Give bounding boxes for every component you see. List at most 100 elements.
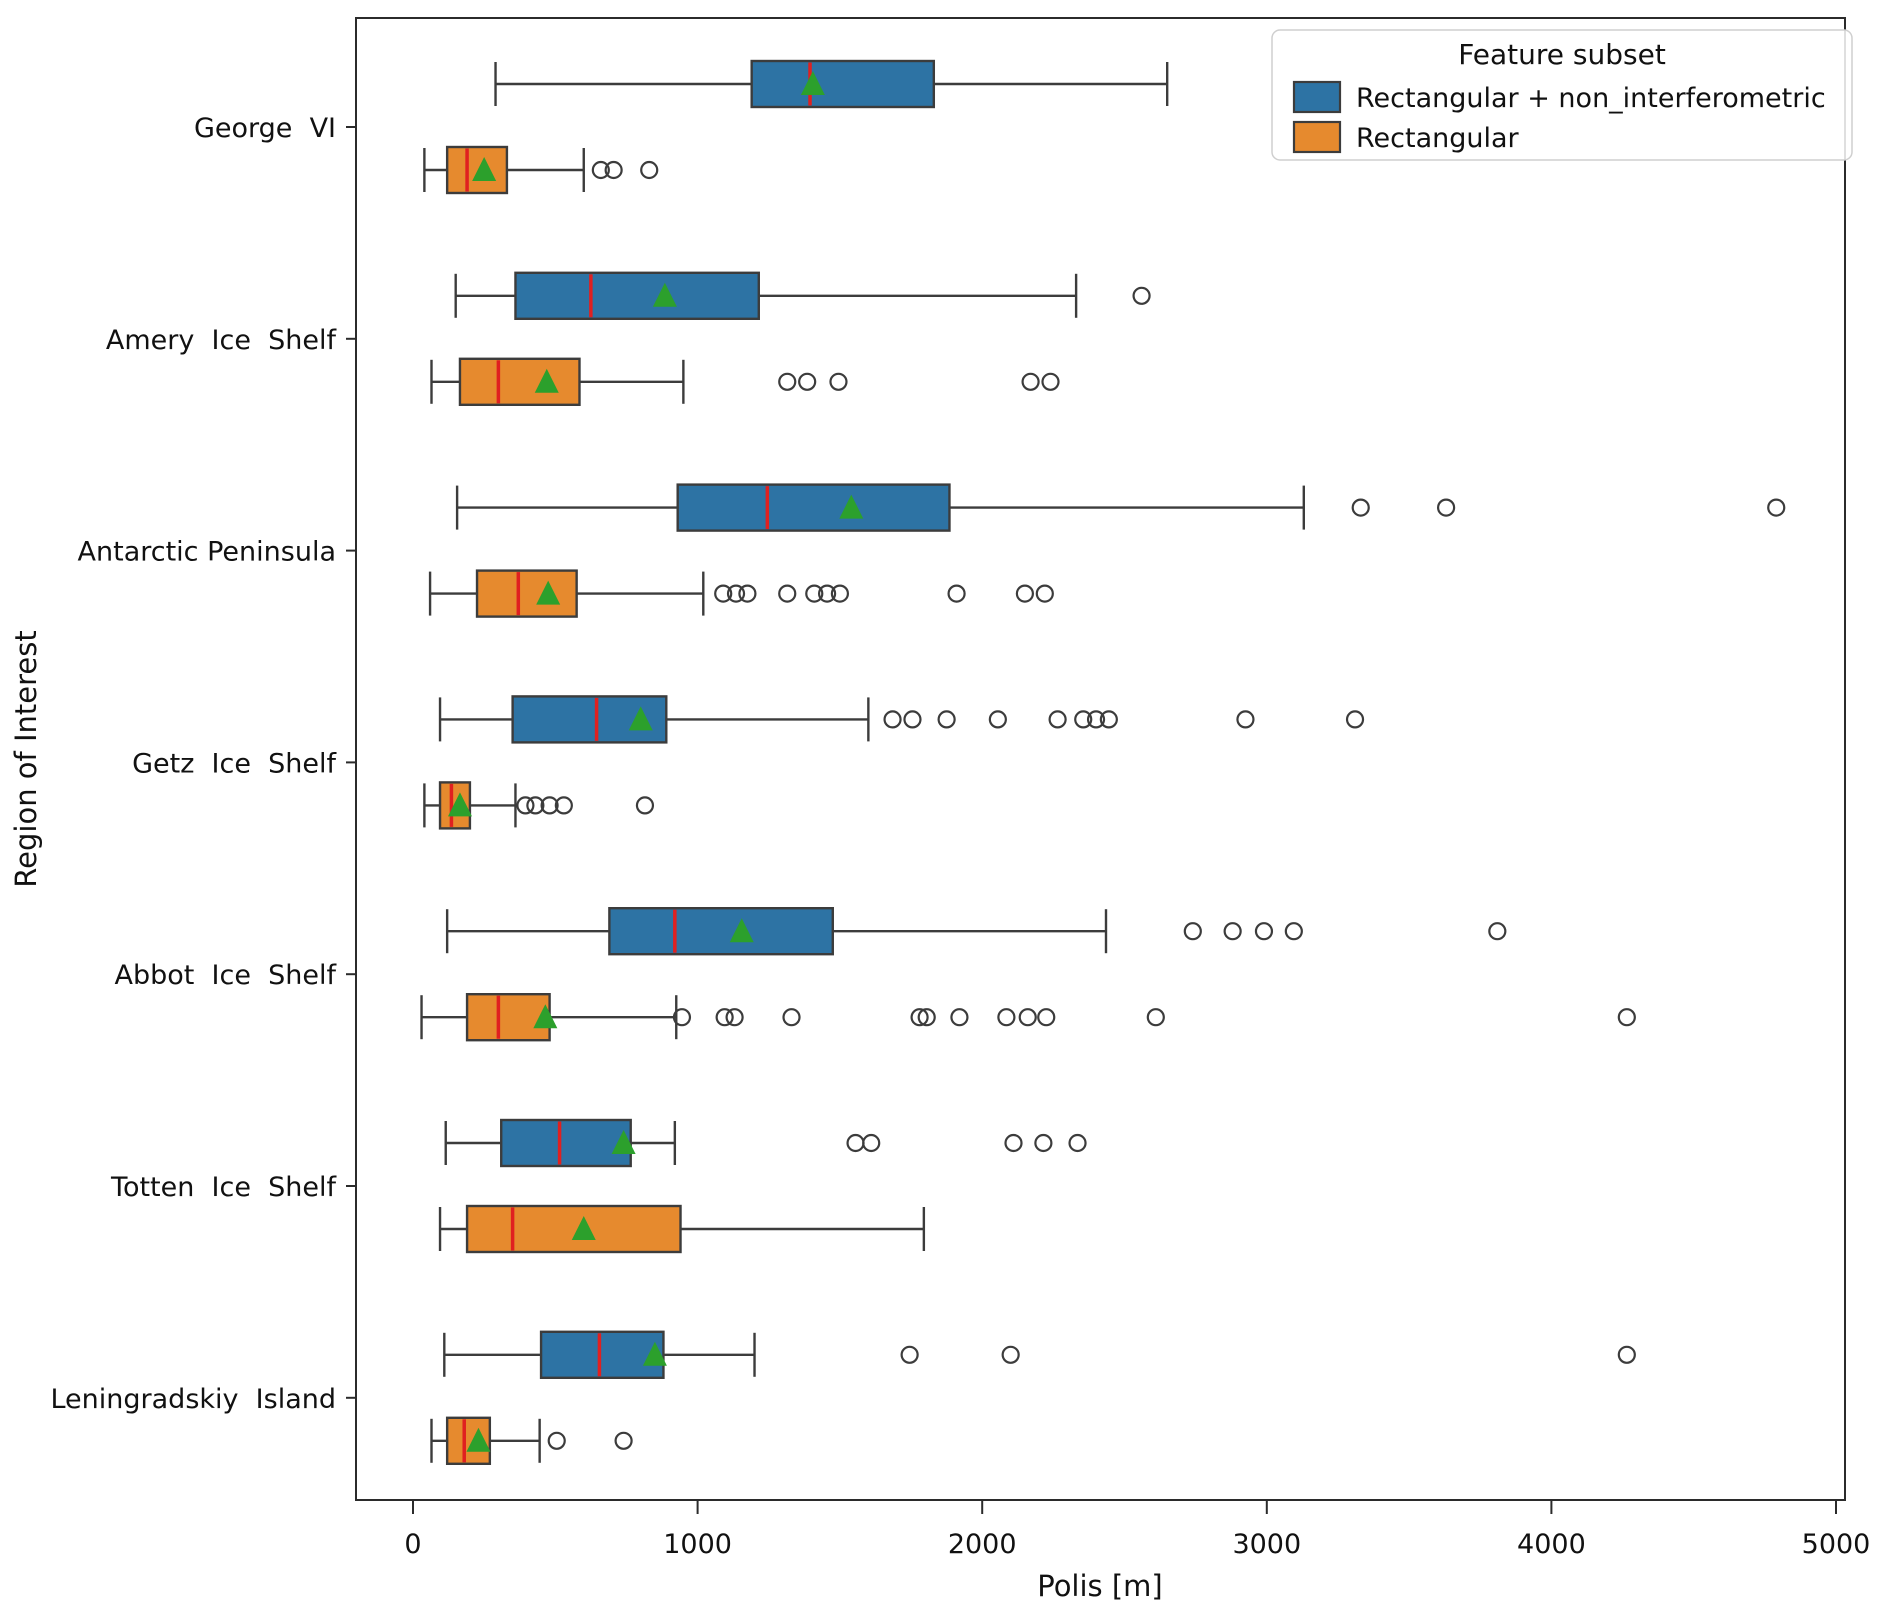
outlier-point (1488, 922, 1507, 941)
mean-marker (472, 157, 497, 181)
outlier-point (988, 710, 1007, 729)
mean-marker (839, 494, 864, 519)
box (445, 145, 509, 195)
box (465, 1204, 682, 1254)
outlier-point (1035, 584, 1054, 603)
y-tick-label: Amery Ice Shelf (106, 325, 338, 356)
box (676, 483, 951, 532)
x-tick-label: 2000 (948, 1529, 1017, 1560)
y-tick-label: Leningradskiy Island (50, 1384, 336, 1415)
outlier-point (547, 1431, 566, 1450)
outlier-point (805, 584, 824, 603)
outlier-point (554, 796, 573, 815)
box (750, 59, 936, 109)
outlier-point (883, 710, 902, 729)
outlier-point (672, 1008, 692, 1027)
y-tick-label: Abbot Ice Shelf (115, 960, 338, 991)
outlier-point (1041, 372, 1060, 391)
legend-frame (1271, 29, 1853, 161)
box (608, 907, 834, 956)
box-group (420, 993, 1636, 1042)
chart-marks: 0 1000 2000 3000 4000 5000 George VI Amery Ice … (50, 59, 1871, 1560)
box-group (445, 907, 1507, 956)
outlier-point (817, 584, 837, 603)
outlier-point (778, 584, 797, 603)
outlier-point (540, 796, 559, 815)
outlier-point (1617, 1345, 1636, 1364)
outlier-point (1345, 710, 1365, 729)
box-group (430, 1416, 633, 1466)
box (465, 993, 551, 1042)
box-group (438, 695, 1365, 744)
outlier-point (1254, 922, 1274, 941)
outlier-point (1048, 710, 1067, 729)
outlier-point (516, 796, 535, 815)
outlier-point (1034, 1133, 1053, 1153)
box-group (423, 781, 655, 830)
outlier-point (798, 372, 817, 391)
outlier-point (715, 1008, 734, 1027)
outlier-point (830, 584, 850, 603)
outlier-point (782, 1008, 801, 1027)
box-group (430, 357, 1060, 406)
box-group (494, 59, 1169, 109)
x-tick-label: 3000 (1232, 1529, 1301, 1560)
box (500, 1118, 632, 1168)
mean-marker (642, 1341, 667, 1366)
outlier-point (947, 584, 966, 603)
mean-marker (628, 706, 653, 731)
box-group (454, 271, 1151, 320)
box (514, 271, 760, 320)
mean-marker (466, 1427, 491, 1452)
box-group (443, 1330, 1636, 1380)
y-tick-label: Getz Ice Shelf (132, 748, 337, 779)
outlier-point (1001, 1345, 1020, 1364)
outlier-point (1021, 372, 1040, 391)
mean-marker (536, 580, 561, 605)
outlier-point (846, 1133, 865, 1153)
box (458, 357, 581, 406)
outlier-point (526, 796, 545, 815)
mean-marker (447, 792, 472, 817)
outlier-point (778, 372, 797, 391)
outlier-point (1223, 922, 1242, 941)
x-tick-label: 1000 (663, 1529, 732, 1560)
outlier-point (1132, 286, 1151, 305)
outlier-point (1074, 710, 1093, 729)
box-group (455, 483, 1786, 532)
outlier-point (997, 1008, 1016, 1027)
outlier-point (635, 796, 655, 815)
outlier-point (1099, 710, 1118, 729)
outlier-point (1086, 710, 1106, 729)
box-group (423, 145, 659, 195)
outlier-point (903, 710, 922, 729)
outlier-point (714, 584, 733, 603)
outlier-point (1436, 498, 1456, 517)
outlier-point (917, 1008, 936, 1027)
outlier-point (1236, 710, 1255, 729)
box (539, 1330, 665, 1380)
box (475, 569, 578, 618)
legend: Feature subset Rectangular + non_interfe… (1271, 29, 1853, 161)
box-group (438, 1204, 926, 1254)
y-tick-label: Totten Ice Shelf (110, 1172, 337, 1203)
outlier-point (1015, 584, 1034, 603)
outlier-point (1617, 1008, 1636, 1027)
outlier-point (640, 160, 659, 180)
outlier-point (1767, 498, 1786, 517)
legend-entry-rectangular: Rectangular (1356, 123, 1520, 154)
mean-marker (534, 368, 559, 393)
outlier-point (862, 1133, 881, 1153)
legend-swatch-orange (1292, 120, 1342, 154)
outlier-point (614, 1431, 633, 1450)
x-tick-label: 4000 (1517, 1529, 1586, 1560)
y-tick-label: Antarctic Peninsula (78, 537, 336, 568)
outlier-point (725, 1008, 744, 1027)
outlier-point (1284, 922, 1303, 941)
outlier-point (1037, 1008, 1056, 1027)
x-tick-label: 5000 (1802, 1529, 1871, 1560)
mean-marker (571, 1216, 596, 1240)
outlier-point (910, 1008, 929, 1027)
outlier-point (1183, 922, 1202, 941)
